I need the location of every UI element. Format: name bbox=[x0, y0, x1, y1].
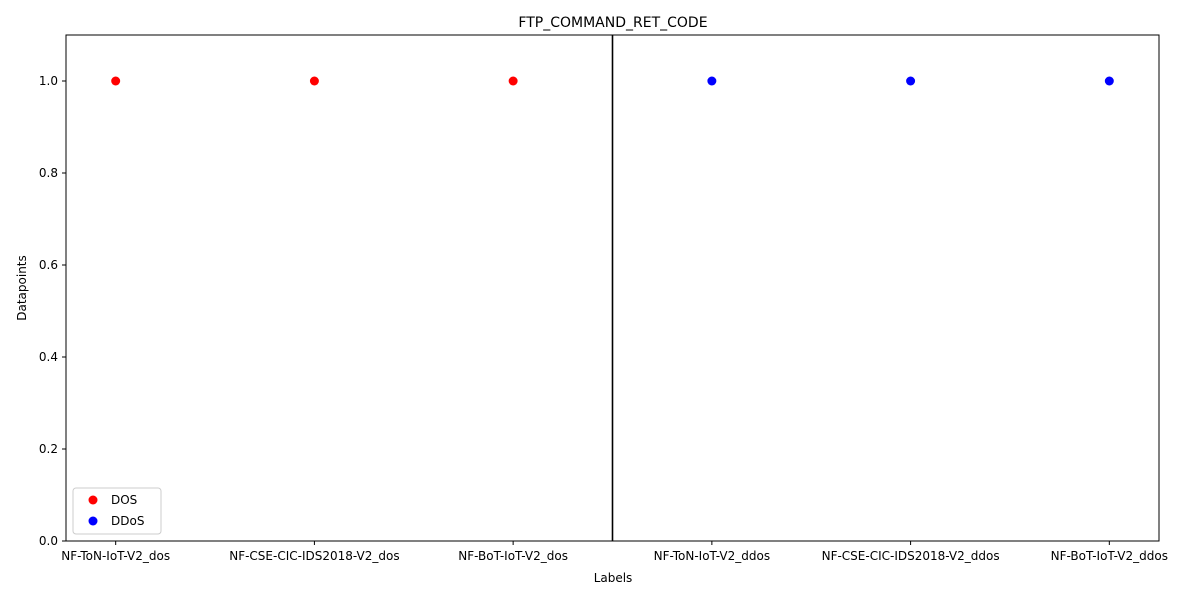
x-tick-label: NF-BoT-IoT-V2_ddos bbox=[1051, 549, 1168, 563]
y-tick-label: 0.4 bbox=[39, 350, 58, 364]
legend: DOS DDoS bbox=[72, 487, 162, 535]
data-point-dos bbox=[309, 76, 319, 86]
chart-title: FTP_COMMAND_RET_CODE bbox=[518, 15, 707, 31]
legend-marker-dos bbox=[88, 495, 98, 505]
x-tick-label: NF-ToN-IoT-V2_ddos bbox=[654, 549, 770, 563]
y-axis-label: Datapoints bbox=[15, 255, 29, 321]
plot-area-frame bbox=[65, 34, 1160, 542]
x-tick-label: NF-ToN-IoT-V2_dos bbox=[61, 549, 170, 563]
data-point-dos bbox=[508, 76, 518, 86]
legend-marker-ddos bbox=[88, 516, 98, 526]
data-point-dos bbox=[111, 76, 121, 86]
legend-label-ddos: DDoS bbox=[111, 514, 144, 528]
data-point-ddos bbox=[1104, 76, 1114, 86]
x-tick-label: NF-BoT-IoT-V2_dos bbox=[458, 549, 568, 563]
x-axis-label: Labels bbox=[594, 571, 633, 585]
x-tick-label: NF-CSE-CIC-IDS2018-V2_dos bbox=[229, 549, 399, 563]
y-tick-label: 1.0 bbox=[39, 74, 58, 88]
y-tick-label: 0.2 bbox=[39, 442, 58, 456]
y-tick-label: 0.0 bbox=[39, 534, 58, 548]
legend-label-dos: DOS bbox=[111, 493, 137, 507]
x-tick-label: NF-CSE-CIC-IDS2018-V2_ddos bbox=[822, 549, 1000, 563]
y-tick-label: 0.6 bbox=[39, 258, 58, 272]
data-point-ddos bbox=[707, 76, 717, 86]
data-point-ddos bbox=[906, 76, 916, 86]
y-tick-label: 0.8 bbox=[39, 166, 58, 180]
